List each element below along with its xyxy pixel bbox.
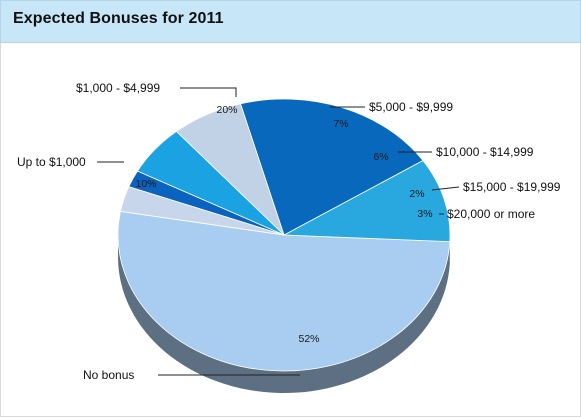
pie-slice-20-000-or-more: [120, 186, 285, 236]
pct-label-20-000-or-more: 3%: [417, 208, 432, 220]
chart-header: Expected Bonuses for 2011: [0, 0, 581, 43]
pct-label-5-000-9-999: 7%: [333, 118, 348, 130]
pct-label-1-000-4-999: 20%: [216, 104, 237, 116]
pie-slice-up-to-1-000: [282, 160, 451, 243]
leader-line-15-000-19-999: [431, 186, 460, 191]
pie-slice-no-bonus: [117, 210, 451, 372]
pct-label-15-000-19-999: 2%: [409, 188, 424, 200]
category-label-1-000-4-999: $1,000 - $4,999: [76, 81, 160, 95]
leader-line-1-000-4-999: [180, 87, 237, 97]
category-label-5-000-9-999: $5,000 - $9,999: [369, 100, 453, 114]
pie-side-no-bonus: [118, 235, 450, 393]
category-label-20-000-or-more: $20,000 or more: [447, 207, 535, 221]
chart-title: Expected Bonuses for 2011: [13, 10, 224, 27]
pct-label-no-bonus: 52%: [298, 333, 319, 345]
category-label-no-bonus: No bonus: [83, 368, 134, 382]
pct-label-10-000-14-999: 6%: [373, 151, 388, 163]
category-label-up-to-1-000: Up to $1,000: [17, 155, 86, 169]
category-label-10-000-14-999: $10,000 - $14,999: [436, 145, 534, 159]
category-label-15-000-19-999: $15,000 - $19,999: [463, 180, 561, 194]
pie-slice-1-000-4-999: [239, 98, 424, 236]
pct-label-up-to-1-000: 10%: [135, 178, 156, 190]
